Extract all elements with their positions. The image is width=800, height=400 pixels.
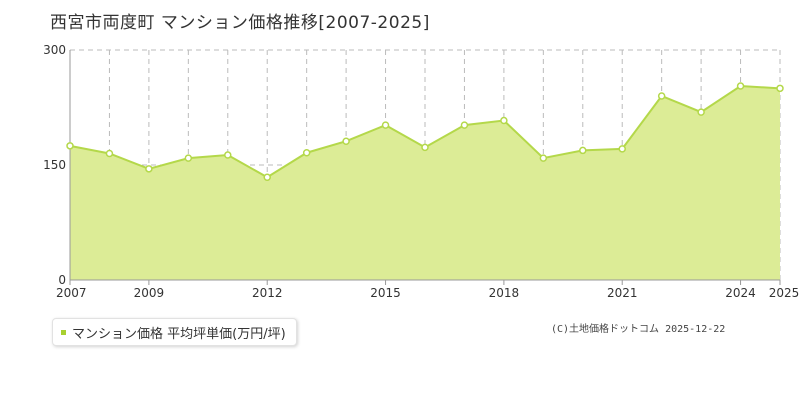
data-point (263, 173, 271, 182)
data-point (184, 154, 193, 162)
data-point (697, 108, 705, 116)
x-tick-label: 2015 (370, 286, 401, 300)
data-point (579, 146, 587, 155)
x-tick-labels: 2007 2009 2012 2015 2018 2021 2024 2025 (56, 280, 799, 300)
data-point (421, 143, 429, 152)
legend: マンション価格 平均坪単価(万円/坪) (52, 318, 297, 346)
x-tick-label: 2021 (607, 286, 638, 300)
data-point (381, 121, 390, 129)
credit-text: (C)土地価格ドットコム 2025-12-22 (551, 324, 726, 335)
y-tick-label: 0 (58, 273, 66, 287)
data-point (66, 142, 74, 150)
data-point (500, 116, 508, 125)
data-point (105, 149, 114, 158)
y-tick-labels: 0 150 300 (43, 43, 66, 287)
axes (69, 50, 780, 281)
data-point (539, 154, 548, 162)
y-tick-label: 300 (43, 43, 66, 57)
area-fill (70, 86, 780, 281)
x-tick-label: 2007 (56, 286, 87, 300)
data-point (342, 137, 350, 145)
data-point (460, 121, 469, 129)
chart-title: 西宮市両度町 マンション価格推移[2007-2025] (50, 13, 430, 33)
data-point (302, 148, 311, 157)
data-point (657, 92, 666, 100)
data-point (736, 82, 745, 90)
data-points (66, 82, 784, 182)
x-tick-label: 2018 (489, 286, 520, 300)
x-tick-label: 2025 (769, 286, 800, 300)
data-point (145, 165, 153, 173)
data-point (224, 151, 232, 159)
x-tick-label: 2024 (725, 286, 756, 300)
data-point (618, 145, 626, 153)
x-tick-label: 2009 (134, 286, 165, 300)
x-tick-label: 2012 (252, 286, 283, 300)
y-tick-label: 150 (43, 158, 66, 172)
data-point (776, 84, 784, 93)
legend-marker-icon (61, 329, 66, 335)
legend-label: マンション価格 平均坪単価(万円/坪) (72, 326, 286, 342)
